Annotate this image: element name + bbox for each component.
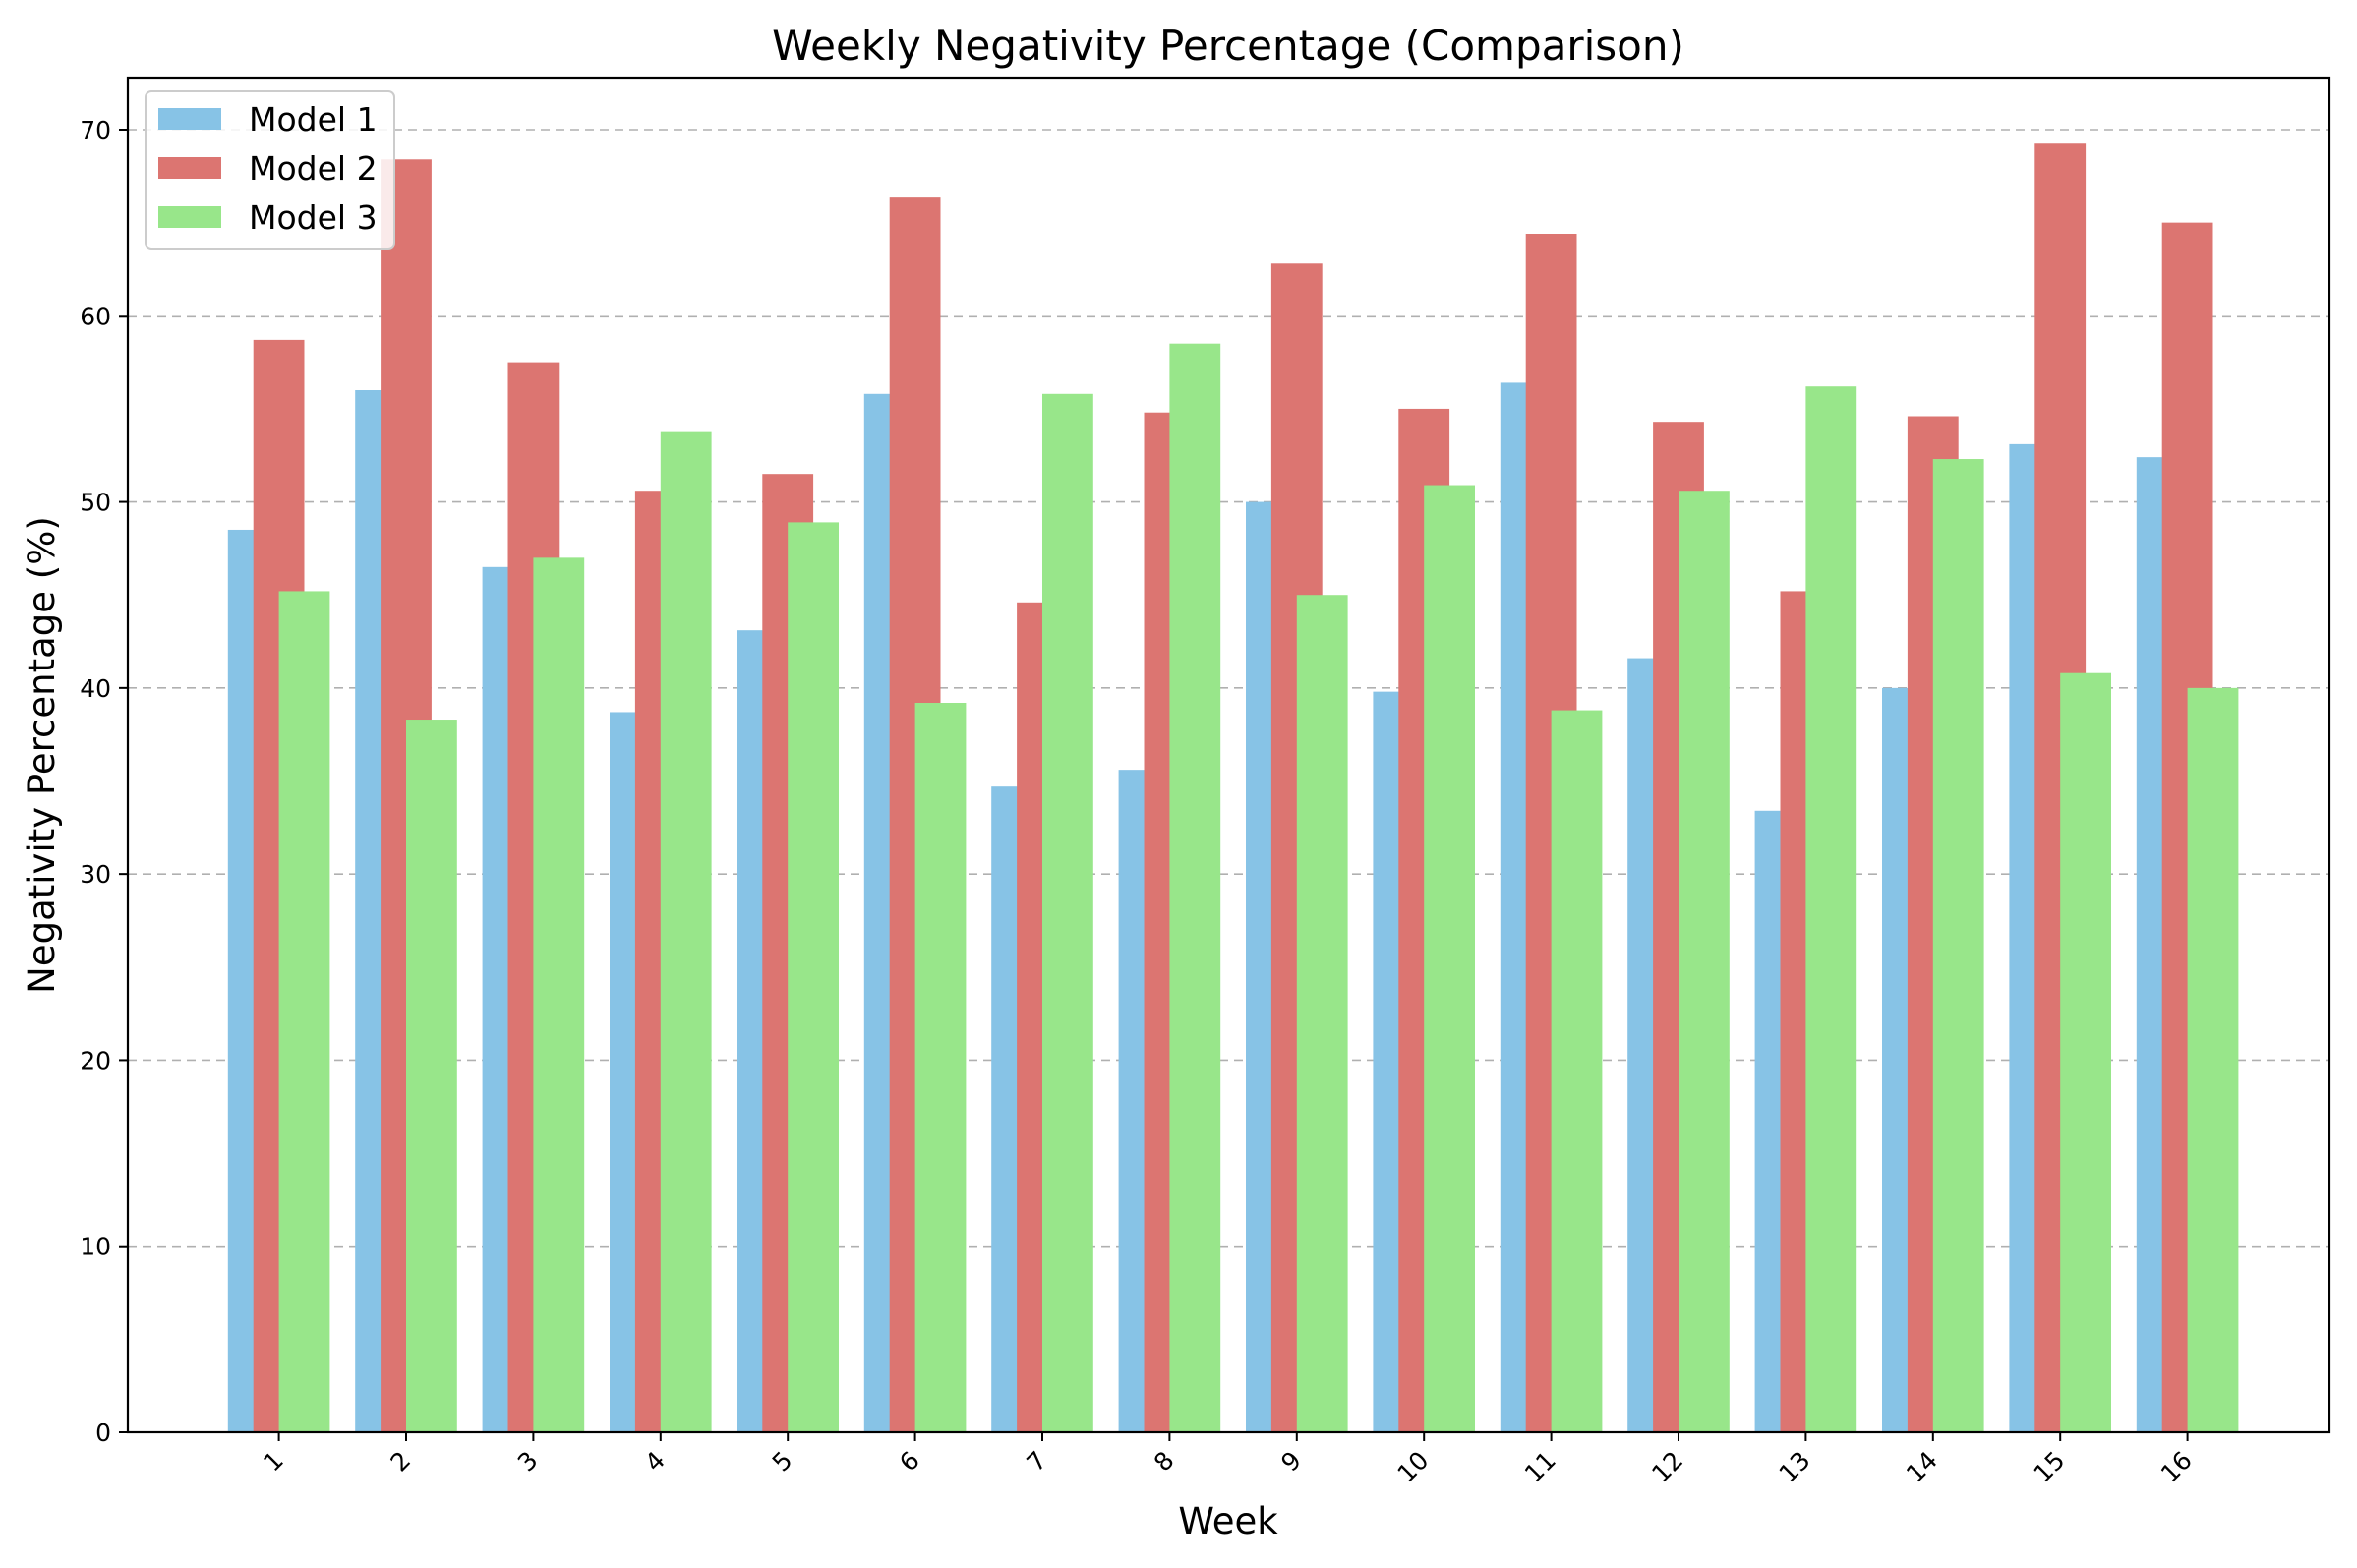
bar-series-3-week-15 (2060, 672, 2111, 1432)
legend-swatch-series-3 (158, 206, 221, 228)
y-axis-label: Negativity Percentage (%) (21, 516, 63, 994)
legend-label-series-1: Model 1 (249, 100, 378, 139)
bar-series-3-week-7 (1042, 393, 1093, 1432)
bar-series-3-week-9 (1296, 595, 1348, 1432)
bar-series-3-week-12 (1679, 491, 1730, 1433)
bar-series-3-week-3 (533, 557, 585, 1432)
chart-title: Weekly Negativity Percentage (Comparison… (772, 22, 1684, 70)
bar-series-3-week-2 (406, 720, 457, 1432)
legend-swatch-series-1 (158, 108, 221, 130)
bar-series-3-week-8 (1169, 343, 1221, 1433)
y-tick-label-30: 30 (80, 860, 111, 889)
y-tick-label-10: 10 (80, 1233, 111, 1261)
y-axis-ticks: 0 10 20 30 40 50 60 70 (80, 116, 128, 1447)
bar-series-3-week-6 (914, 703, 967, 1432)
legend: Model 1 Model 2 Model 3 (145, 90, 395, 250)
bar-series-3-week-5 (788, 522, 839, 1432)
bar-series-3-week-13 (1805, 386, 1857, 1433)
bar-series-3-week-4 (660, 431, 712, 1432)
plot-frame (126, 76, 2331, 1434)
y-tick-label-50: 50 (80, 489, 111, 517)
bar-series-3-week-14 (1932, 459, 1984, 1432)
y-tick-label-40: 40 (80, 674, 111, 703)
y-tick-label-70: 70 (80, 116, 111, 145)
bars-group (227, 143, 2239, 1433)
legend-swatch-series-2 (158, 157, 221, 179)
y-tick-label-0: 0 (95, 1419, 111, 1447)
bar-series-3-week-11 (1551, 710, 1603, 1432)
y-tick-label-60: 60 (80, 302, 111, 330)
x-axis-label: Week (1178, 1500, 1278, 1542)
y-tick-label-20: 20 (80, 1046, 111, 1074)
bar-series-3-week-1 (278, 591, 330, 1432)
legend-label-series-2: Model 2 (249, 149, 378, 188)
legend-label-series-3: Model 3 (249, 199, 378, 237)
bar-series-3-week-16 (2187, 687, 2239, 1432)
bar-series-3-week-10 (1424, 485, 1475, 1432)
